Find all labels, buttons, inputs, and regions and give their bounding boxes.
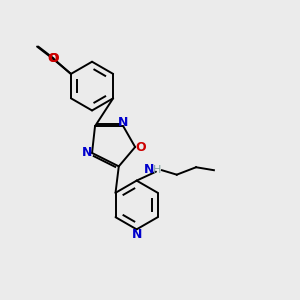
Text: N: N	[82, 146, 92, 160]
Text: O: O	[47, 52, 58, 65]
Text: N: N	[118, 116, 128, 129]
Text: N: N	[144, 163, 154, 176]
Text: H: H	[153, 165, 162, 175]
Text: O: O	[135, 140, 146, 154]
Text: N: N	[131, 228, 142, 241]
Text: O: O	[48, 52, 59, 65]
